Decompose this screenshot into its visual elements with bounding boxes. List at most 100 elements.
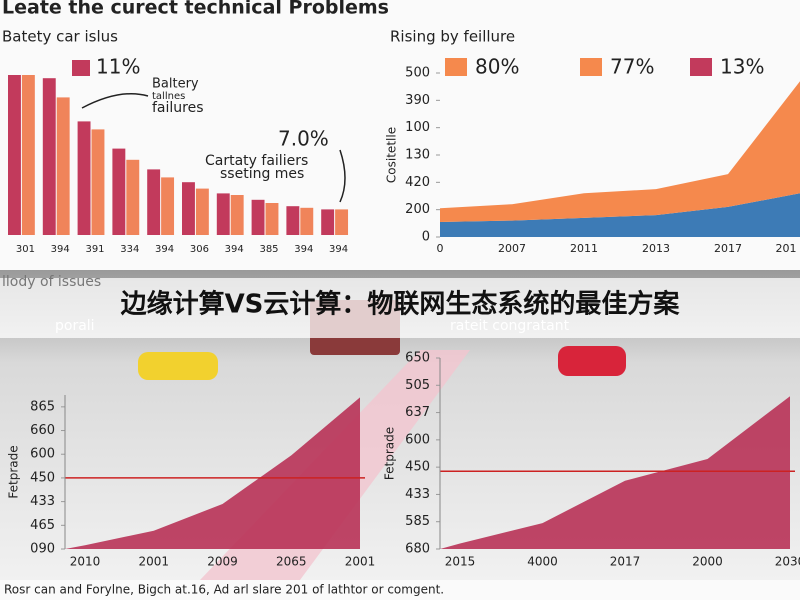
bar (300, 207, 314, 235)
legend-label: 13% (720, 55, 764, 79)
area (440, 396, 790, 549)
bar (77, 121, 91, 235)
page-title: Leate the curect technical Problems (2, 0, 389, 19)
bar (21, 75, 35, 235)
bar (286, 206, 300, 235)
y-tick-label: 433 (30, 494, 55, 509)
bar (251, 199, 265, 235)
bar (182, 182, 195, 235)
y-tick-label: 433 (405, 487, 430, 502)
y-tick-label: 505 (405, 378, 430, 393)
bar (195, 188, 209, 235)
bar (147, 169, 161, 235)
y-tick-label: 420 (405, 175, 430, 190)
photo-label: porali (55, 318, 95, 334)
x-tick-label: 2001 (138, 555, 169, 569)
yellow-car (138, 352, 218, 380)
x-tick-label: 2017 (714, 242, 742, 255)
y-axis-label: Cositetlle (385, 127, 399, 183)
x-tick-label: 2015 (445, 555, 476, 569)
x-tick-label: 0 (437, 242, 444, 255)
x-tick-label: 2065 (276, 555, 307, 569)
red-car (558, 346, 626, 376)
y-tick-label: 465 (30, 518, 55, 533)
x-tick-label: 2000 (692, 555, 723, 569)
area (440, 193, 800, 237)
chart-title: Rising by feillure (390, 28, 515, 46)
y-tick-label: 200 (405, 202, 430, 217)
y-tick-label: 585 (405, 514, 430, 529)
legend-swatch (445, 58, 467, 76)
chart-title: Batety car islus (2, 28, 118, 46)
y-tick-label: 090 (30, 542, 55, 557)
y-tick-label: 600 (30, 447, 55, 462)
photo-label: rateit congratant (450, 318, 570, 334)
x-tick-label: 4000 (527, 555, 558, 569)
x-tick-label: 306 (190, 244, 209, 255)
x-tick-label: 394 (294, 244, 313, 255)
bar (335, 209, 349, 235)
bar (161, 177, 175, 235)
x-tick-label: 2011 (570, 242, 598, 255)
x-tick-label: 201 (776, 242, 797, 255)
y-tick-label: 500 (405, 66, 430, 81)
area (440, 81, 800, 222)
x-tick-label: 2030 (775, 555, 800, 569)
legend-swatch (580, 58, 602, 76)
arrow (339, 149, 346, 203)
y-tick-label: 637 (405, 405, 430, 420)
y-tick-label: 100 (405, 120, 430, 135)
x-tick-label: 2009 (207, 555, 238, 569)
x-tick-label: 2013 (642, 242, 670, 255)
y-tick-label: 650 (405, 351, 430, 366)
x-tick-label: 2001 (345, 555, 376, 569)
legend-label: 80% (475, 55, 519, 79)
y-tick-label: 660 (30, 423, 55, 438)
banner-band (0, 278, 800, 338)
legend-swatch (690, 58, 712, 76)
area (65, 397, 360, 549)
y-tick-label: 600 (405, 432, 430, 447)
banner-subtitle: llody of issues (2, 274, 101, 290)
bar (91, 129, 105, 235)
legend-swatch (72, 60, 90, 76)
x-tick-label: 301 (16, 244, 35, 255)
x-tick-label: 394 (155, 244, 174, 255)
y-tick-label: 865 (30, 399, 55, 414)
bar (42, 78, 56, 235)
legend-label: 11% (96, 55, 140, 79)
x-tick-label: 2010 (70, 555, 101, 569)
bar (126, 159, 140, 235)
bar (216, 193, 230, 235)
y-tick-label: 390 (405, 93, 430, 108)
annotation: failures (152, 100, 204, 116)
y-tick-label: 450 (405, 460, 430, 475)
y-tick-label: 0 (422, 230, 430, 245)
y-tick-label: 130 (405, 148, 430, 163)
annotation: 7.0% (278, 127, 329, 151)
bar (8, 75, 21, 235)
y-tick-label: 450 (30, 470, 55, 485)
arrow (81, 93, 149, 109)
x-tick-label: 334 (120, 244, 139, 255)
bar (56, 97, 70, 236)
x-tick-label: 2007 (498, 242, 526, 255)
x-tick-label: 385 (259, 244, 278, 255)
x-tick-label: 394 (225, 244, 244, 255)
annotation: Baltery (152, 77, 199, 92)
y-axis-label: Fetprade (7, 445, 21, 498)
banner-title: 边缘计算VS云计算：物联网生态系统的最佳方案 (121, 289, 681, 320)
x-tick-label: 394 (329, 244, 348, 255)
footer: Rosr can and Forylne, Bigch at.16, Ad ar… (4, 583, 444, 597)
bar (321, 209, 335, 235)
y-axis-label: Fetprade (383, 427, 397, 480)
x-tick-label: 394 (51, 244, 70, 255)
annotation: tallnes (152, 91, 185, 102)
legend-label: 77% (610, 55, 654, 79)
x-tick-label: 391 (85, 244, 104, 255)
bar (112, 148, 126, 235)
y-tick-label: 680 (405, 542, 430, 557)
bar (230, 195, 244, 235)
x-tick-label: 2017 (610, 555, 641, 569)
